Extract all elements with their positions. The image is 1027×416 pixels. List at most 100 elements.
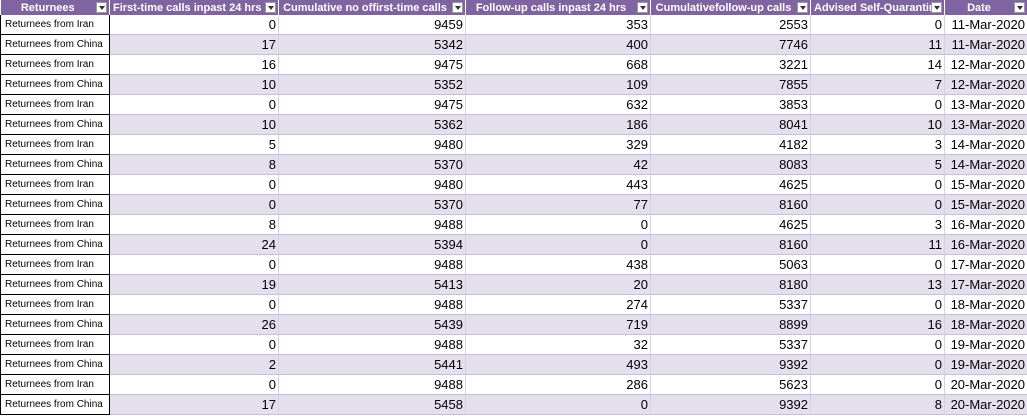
table-cell[interactable]: 9475 xyxy=(278,94,466,115)
filter-dropdown-icon[interactable] xyxy=(452,2,463,13)
table-cell[interactable]: 12-Mar-2020 xyxy=(944,54,1027,75)
table-cell[interactable]: 13-Mar-2020 xyxy=(944,114,1027,135)
table-cell[interactable]: 9488 xyxy=(278,294,466,315)
table-cell[interactable]: 5 xyxy=(109,134,279,155)
table-cell[interactable]: Returnees from Iran xyxy=(0,54,110,75)
table-cell[interactable]: 16-Mar-2020 xyxy=(944,214,1027,235)
table-cell[interactable]: 9480 xyxy=(278,134,466,155)
table-cell[interactable]: Returnees from Iran xyxy=(0,134,110,155)
table-cell[interactable]: Returnees from Iran xyxy=(0,94,110,115)
table-cell[interactable]: 329 xyxy=(465,134,651,155)
table-cell[interactable]: 353 xyxy=(465,15,651,35)
table-cell[interactable]: Returnees from China xyxy=(0,194,110,215)
table-cell[interactable]: 10 xyxy=(810,114,945,135)
table-cell[interactable]: 438 xyxy=(465,254,651,275)
table-cell[interactable]: Returnees from China xyxy=(0,154,110,175)
filter-dropdown-icon[interactable] xyxy=(96,2,107,13)
table-cell[interactable]: 0 xyxy=(109,294,279,315)
table-cell[interactable]: 20-Mar-2020 xyxy=(944,394,1027,415)
table-cell[interactable]: 8160 xyxy=(650,194,811,215)
table-cell[interactable]: 0 xyxy=(109,254,279,275)
table-cell[interactable]: 5337 xyxy=(650,294,811,315)
table-cell[interactable]: 5458 xyxy=(278,394,466,415)
table-cell[interactable]: 13 xyxy=(810,274,945,295)
table-cell[interactable]: 3853 xyxy=(650,94,811,115)
table-cell[interactable]: 0 xyxy=(109,174,279,195)
table-cell[interactable]: 2 xyxy=(109,354,279,375)
table-cell[interactable]: 11-Mar-2020 xyxy=(944,15,1027,35)
table-cell[interactable]: 0 xyxy=(810,354,945,375)
table-cell[interactable]: 17 xyxy=(109,34,279,55)
table-cell[interactable]: Returnees from Iran xyxy=(0,174,110,195)
table-cell[interactable]: 10 xyxy=(109,114,279,135)
table-cell[interactable]: 8 xyxy=(109,154,279,175)
table-cell[interactable]: 5 xyxy=(810,154,945,175)
table-cell[interactable]: 5394 xyxy=(278,234,466,255)
table-cell[interactable]: 16-Mar-2020 xyxy=(944,234,1027,255)
table-cell[interactable]: 14-Mar-2020 xyxy=(944,134,1027,155)
table-cell[interactable]: 109 xyxy=(465,74,651,95)
table-cell[interactable]: 3 xyxy=(810,134,945,155)
table-cell[interactable]: 0 xyxy=(810,254,945,275)
table-cell[interactable]: 77 xyxy=(465,194,651,215)
table-cell[interactable]: 11 xyxy=(810,34,945,55)
table-cell[interactable]: 19-Mar-2020 xyxy=(944,354,1027,375)
table-cell[interactable]: 16 xyxy=(810,314,945,335)
table-cell[interactable]: 9475 xyxy=(278,54,466,75)
table-cell[interactable]: 0 xyxy=(109,194,279,215)
table-cell[interactable]: 632 xyxy=(465,94,651,115)
filter-dropdown-icon[interactable] xyxy=(931,2,942,13)
table-cell[interactable]: Returnees from China xyxy=(0,394,110,415)
table-cell[interactable]: Returnees from Iran xyxy=(0,294,110,315)
table-cell[interactable]: Returnees from Iran xyxy=(0,214,110,235)
table-cell[interactable]: Returnees from Iran xyxy=(0,334,110,355)
table-cell[interactable]: 8083 xyxy=(650,154,811,175)
table-cell[interactable]: Returnees from Iran xyxy=(0,15,110,35)
table-cell[interactable]: 0 xyxy=(465,214,651,235)
table-cell[interactable]: 12-Mar-2020 xyxy=(944,74,1027,95)
table-cell[interactable]: 8 xyxy=(810,394,945,415)
table-cell[interactable]: 286 xyxy=(465,374,651,395)
table-cell[interactable]: 24 xyxy=(109,234,279,255)
table-cell[interactable]: 17-Mar-2020 xyxy=(944,274,1027,295)
table-cell[interactable]: 9459 xyxy=(278,15,466,35)
table-cell[interactable]: 11 xyxy=(810,234,945,255)
table-cell[interactable]: 0 xyxy=(465,394,651,415)
table-cell[interactable]: 9488 xyxy=(278,214,466,235)
table-cell[interactable]: 0 xyxy=(810,374,945,395)
table-cell[interactable]: 5623 xyxy=(650,374,811,395)
table-cell[interactable]: 5352 xyxy=(278,74,466,95)
table-cell[interactable]: Returnees from China xyxy=(0,234,110,255)
table-cell[interactable]: 19-Mar-2020 xyxy=(944,334,1027,355)
table-cell[interactable]: 14-Mar-2020 xyxy=(944,154,1027,175)
table-cell[interactable]: 9488 xyxy=(278,374,466,395)
table-cell[interactable]: Returnees from Iran xyxy=(0,254,110,275)
table-cell[interactable]: 0 xyxy=(810,194,945,215)
table-cell[interactable]: 5063 xyxy=(650,254,811,275)
table-cell[interactable]: Returnees from China xyxy=(0,114,110,135)
table-cell[interactable]: 5362 xyxy=(278,114,466,135)
filter-dropdown-icon[interactable] xyxy=(1014,2,1025,13)
table-cell[interactable]: 5441 xyxy=(278,354,466,375)
table-cell[interactable]: 8899 xyxy=(650,314,811,335)
table-cell[interactable]: 0 xyxy=(810,334,945,355)
table-cell[interactable]: 10 xyxy=(109,74,279,95)
table-cell[interactable]: 9488 xyxy=(278,334,466,355)
table-cell[interactable]: 15-Mar-2020 xyxy=(944,174,1027,195)
table-cell[interactable]: 9392 xyxy=(650,354,811,375)
table-cell[interactable]: 14 xyxy=(810,54,945,75)
table-cell[interactable]: 493 xyxy=(465,354,651,375)
table-cell[interactable]: 4625 xyxy=(650,214,811,235)
table-cell[interactable]: 18-Mar-2020 xyxy=(944,314,1027,335)
table-cell[interactable]: 9488 xyxy=(278,254,466,275)
table-cell[interactable]: 9392 xyxy=(650,394,811,415)
table-cell[interactable]: 0 xyxy=(465,234,651,255)
table-cell[interactable]: 3 xyxy=(810,214,945,235)
table-cell[interactable]: 443 xyxy=(465,174,651,195)
table-cell[interactable]: 8 xyxy=(109,214,279,235)
table-cell[interactable]: 0 xyxy=(810,94,945,115)
table-cell[interactable]: 4182 xyxy=(650,134,811,155)
table-cell[interactable]: 0 xyxy=(810,174,945,195)
table-cell[interactable]: 0 xyxy=(810,294,945,315)
table-cell[interactable]: 16 xyxy=(109,54,279,75)
